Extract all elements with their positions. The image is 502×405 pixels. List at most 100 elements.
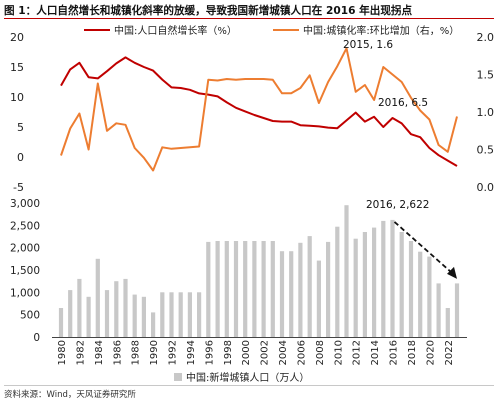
x-tick-label: 1996 bbox=[204, 340, 215, 365]
data-annotation: 2016, 2,622 bbox=[366, 199, 429, 211]
x-tick-label: 1998 bbox=[223, 340, 234, 365]
bar bbox=[261, 241, 266, 337]
bar bbox=[206, 241, 211, 337]
bar bbox=[178, 292, 183, 337]
legend-swatch bbox=[174, 373, 182, 381]
bar bbox=[408, 241, 414, 337]
bar bbox=[436, 283, 441, 337]
bar bbox=[252, 241, 257, 337]
right-axis-tick-label: 0.5 bbox=[477, 144, 495, 157]
x-tick-label: 2010 bbox=[333, 340, 344, 365]
bar bbox=[233, 241, 239, 337]
legend-label: 中国:新增城镇人口（万人） bbox=[186, 371, 309, 384]
x-tick-label: 2008 bbox=[315, 340, 326, 365]
bar bbox=[390, 219, 395, 337]
bar bbox=[445, 308, 450, 337]
bar bbox=[381, 220, 386, 337]
bar bbox=[95, 258, 100, 337]
urbanization-line bbox=[60, 47, 458, 172]
bar bbox=[289, 251, 294, 337]
bar bbox=[454, 283, 460, 337]
bar bbox=[187, 292, 192, 337]
bar bbox=[224, 241, 229, 337]
bar bbox=[279, 251, 285, 337]
bar bbox=[160, 292, 165, 337]
x-tick-label: 2006 bbox=[296, 340, 307, 365]
x-tick-label: 2016 bbox=[389, 340, 400, 365]
bar bbox=[68, 290, 73, 337]
x-tick-label: 2014 bbox=[370, 340, 381, 365]
x-tick-label: 2022 bbox=[444, 340, 455, 365]
left-axis-tick-label: 5 bbox=[17, 121, 24, 134]
x-tick-label: 1984 bbox=[94, 340, 105, 365]
x-tick-label: 1988 bbox=[131, 340, 142, 365]
footer-rule bbox=[4, 385, 494, 386]
bar bbox=[362, 232, 367, 337]
bar bbox=[372, 227, 377, 337]
x-tick-label: 2012 bbox=[352, 340, 363, 365]
x-tick-label: 1994 bbox=[186, 340, 197, 365]
bar bbox=[307, 236, 312, 337]
legend-label: 中国:人口自然增长率（%） bbox=[114, 24, 237, 37]
bar bbox=[326, 241, 331, 337]
bar bbox=[151, 312, 156, 337]
bar bbox=[427, 256, 432, 337]
natural-growth-line bbox=[60, 56, 458, 167]
bar bbox=[132, 294, 137, 337]
right-axis-tick-label: 1.0 bbox=[477, 106, 495, 119]
bar bbox=[344, 205, 349, 337]
left-axis-tick-label: 0 bbox=[17, 151, 24, 164]
bar-axis-tick-label: 1,500 bbox=[10, 265, 40, 277]
bar bbox=[58, 308, 64, 337]
bar bbox=[197, 292, 202, 337]
x-tick-label: 1992 bbox=[168, 340, 179, 365]
x-tick-label: 1990 bbox=[149, 340, 160, 365]
bar bbox=[298, 242, 303, 337]
source-note: 资料来源：Wind，天风证券研究所 bbox=[4, 390, 136, 400]
trend-arrow-head bbox=[447, 266, 457, 279]
x-tick-label: 1986 bbox=[112, 340, 123, 365]
bar bbox=[270, 241, 275, 337]
bar bbox=[335, 226, 340, 337]
x-tick-label: 1980 bbox=[57, 340, 68, 365]
x-tick-label: 2020 bbox=[425, 340, 436, 365]
left-axis-tick-label: 20 bbox=[10, 31, 24, 44]
figure-title: 图 1：人口自然增长和城镇化斜率的放缓，导致我国新增城镇人口在 2016 年出现… bbox=[4, 5, 413, 17]
bar bbox=[418, 251, 423, 337]
x-tick-label: 2000 bbox=[241, 340, 252, 365]
bar bbox=[353, 238, 358, 337]
bar-axis-tick-label: 3,000 bbox=[10, 198, 40, 210]
bar bbox=[123, 278, 128, 337]
x-tick-label: 2018 bbox=[407, 340, 418, 365]
bar bbox=[104, 290, 110, 337]
title-rule bbox=[4, 18, 494, 19]
bar bbox=[114, 281, 119, 337]
bar bbox=[243, 241, 248, 337]
left-axis-tick-label: 15 bbox=[10, 61, 24, 74]
bar bbox=[141, 296, 146, 337]
bar bbox=[86, 296, 91, 337]
data-annotation: 2015, 1.6 bbox=[343, 39, 393, 51]
bar-axis-tick-label: 2,000 bbox=[10, 243, 40, 255]
x-tick-label: 2002 bbox=[260, 340, 271, 365]
right-axis-tick-label: 1.5 bbox=[477, 69, 495, 82]
right-axis-tick-label: 0.0 bbox=[477, 181, 495, 194]
x-tick-label: 1982 bbox=[75, 340, 86, 365]
data-annotation: 2016, 6.5 bbox=[378, 97, 428, 109]
bar-axis-tick-label: 1,000 bbox=[10, 287, 40, 299]
bar-axis-tick-label: 2,500 bbox=[10, 220, 40, 232]
left-axis-tick-label: -5 bbox=[13, 181, 24, 194]
legend-label: 中国:城镇化率:环比增加（右，%） bbox=[303, 24, 459, 37]
right-axis-tick-label: 2.0 bbox=[477, 31, 495, 44]
bar bbox=[77, 278, 82, 337]
trend-arrow-line bbox=[393, 221, 453, 274]
left-axis-tick-label: 10 bbox=[10, 91, 24, 104]
x-tick-label: 2004 bbox=[278, 340, 289, 365]
bar-axis-tick-label: 500 bbox=[20, 310, 40, 322]
bar bbox=[316, 260, 321, 337]
bar-axis-tick-label: 0 bbox=[33, 332, 40, 344]
bar bbox=[169, 292, 174, 337]
bar bbox=[215, 241, 220, 337]
bar bbox=[399, 232, 404, 337]
